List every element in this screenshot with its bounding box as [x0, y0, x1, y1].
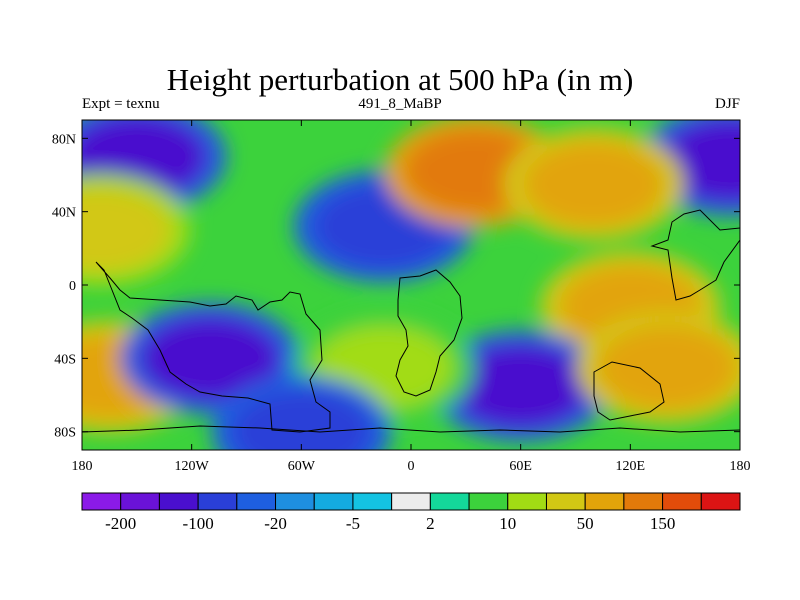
x-tick-label-1: 120W: [175, 459, 210, 474]
colorbar-swatch-5: [275, 492, 315, 511]
colorbar-label-7: 150: [650, 514, 676, 533]
y-tick-label-0: 80N: [52, 132, 76, 147]
y-tick-label-4: 80S: [54, 426, 76, 441]
field-south-indian-high: [596, 325, 737, 410]
colorbar-swatch-15: [662, 492, 702, 511]
x-tick-label-4: 60E: [509, 459, 532, 474]
axis-ticks: 180 120W 60W 0 60E 120E 180 80N 40N 0 40S 80S: [52, 120, 751, 474]
x-tick-label-3: 0: [408, 459, 415, 474]
africa-outline: [395, 269, 463, 397]
x-tick-label-5: 120E: [616, 459, 646, 474]
colorbar-swatch-6: [313, 492, 354, 511]
colorbar-label-5: 10: [499, 514, 516, 533]
colorbar-swatch-7: [352, 492, 393, 511]
colorbar-label-3: -5: [346, 514, 360, 533]
colorbar-swatch-12: [545, 492, 586, 511]
colorbar-swatch-14: [623, 492, 664, 511]
field-asian-ridge: [523, 142, 664, 227]
south-america-outline: [95, 261, 331, 433]
y-tick-label-1: 40N: [52, 206, 76, 221]
case-label: 491_8_MaBP: [358, 96, 442, 112]
chart-title: Height perturbation at 500 hPa (in m): [166, 62, 634, 97]
colorbar-swatch-8: [391, 492, 431, 511]
australia-outline: [593, 361, 665, 421]
colorbar-label-4: 2: [426, 514, 435, 533]
colorbar-swatch-1: [120, 492, 160, 511]
colorbar-swatch-2: [158, 492, 199, 511]
colorbar-swatch-16: [700, 492, 741, 511]
y-tick-label-2: 0: [69, 279, 76, 294]
colorbar-swatch-9: [429, 492, 470, 511]
experiment-label: Expt = texnu: [82, 96, 160, 112]
colorbar-label-6: 50: [577, 514, 594, 533]
field-south-pacific-low: [139, 316, 280, 401]
contour-field: [82, 120, 740, 450]
colorbar: -200 -100 -20 -5 2 10 50 150: [81, 492, 741, 533]
colorbar-swatch-0: [81, 492, 122, 511]
colorbar-label-0: -200: [105, 514, 136, 533]
y-tick-label-3: 40S: [54, 352, 76, 367]
field-antarctic-low: [231, 389, 372, 450]
colorbar-label-2: -20: [264, 514, 287, 533]
colorbar-label-1: -100: [183, 514, 214, 533]
coastlines: [82, 209, 740, 433]
colorbar-swatch-10: [468, 492, 509, 511]
asia-outline: [650, 209, 740, 301]
x-tick-label-2: 60W: [288, 459, 316, 474]
colorbar-swatch-11: [507, 492, 547, 511]
x-tick-label-0: 180: [72, 459, 93, 474]
season-label: DJF: [714, 96, 740, 112]
antarctica-outline: [82, 425, 740, 433]
colorbar-swatch-3: [197, 492, 238, 511]
field-southern-low: [450, 343, 591, 428]
x-tick-label-6: 180: [730, 459, 751, 474]
colorbar-swatch-13: [584, 492, 625, 511]
field-east-pacific-ridge: [82, 188, 171, 272]
colorbar-swatch-4: [236, 492, 277, 511]
